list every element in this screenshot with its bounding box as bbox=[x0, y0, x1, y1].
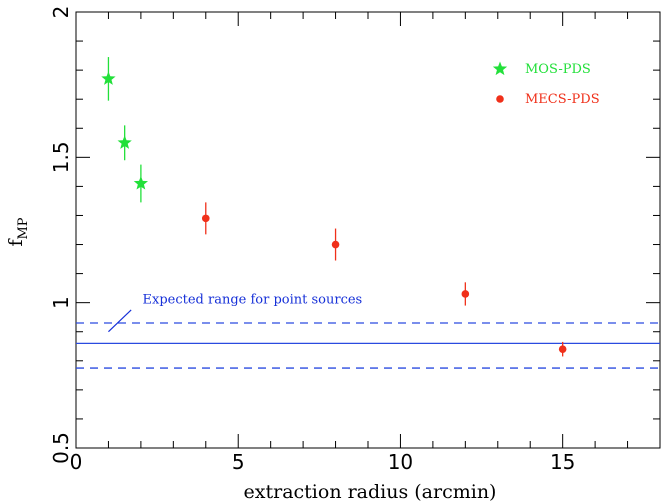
data-point-circle bbox=[201, 214, 210, 223]
x-axis-label: extraction radius (arcmin) bbox=[244, 481, 497, 503]
legend: MOS-PDS MECS-PDS bbox=[492, 61, 600, 107]
plot-frame bbox=[75, 11, 661, 449]
legend-label: MECS-PDS bbox=[525, 92, 600, 107]
data-point-star bbox=[117, 135, 132, 149]
reference-lines bbox=[76, 322, 660, 369]
x-tick-label: 5 bbox=[232, 450, 245, 474]
annotation: Expected range for point sources bbox=[108, 293, 363, 333]
data-point-circle bbox=[558, 345, 567, 353]
annotation-pointer bbox=[108, 309, 132, 333]
y-tick-label: 1 bbox=[49, 296, 73, 309]
x-tick-label: 10 bbox=[388, 450, 413, 474]
data-point-star bbox=[101, 71, 116, 85]
y-axis-label-main: f bbox=[5, 238, 27, 247]
y-axis-label: fMP bbox=[5, 217, 31, 246]
y-axis-label-group: fMP bbox=[5, 217, 31, 246]
annotation-text: Expected range for point sources bbox=[143, 293, 363, 308]
y-tick-label: 0.5 bbox=[49, 432, 73, 464]
legend-label: MOS-PDS bbox=[525, 62, 591, 77]
x-tick-label: 15 bbox=[550, 450, 575, 474]
axis-ticks: 0 5 10 15 0.5 1 1.5 2 bbox=[49, 6, 660, 474]
y-tick-label: 2 bbox=[49, 6, 73, 19]
data-point-circle bbox=[331, 240, 340, 249]
y-tick-label: 1.5 bbox=[49, 141, 73, 173]
y-axis-label-subscript: MP bbox=[16, 217, 31, 239]
x-tick-label: 0 bbox=[70, 450, 83, 474]
data-point-circle bbox=[461, 290, 470, 298]
legend-marker-star bbox=[492, 61, 508, 76]
data-point-star bbox=[133, 175, 149, 190]
legend-marker-circle bbox=[496, 95, 504, 103]
data-marks bbox=[101, 57, 567, 357]
